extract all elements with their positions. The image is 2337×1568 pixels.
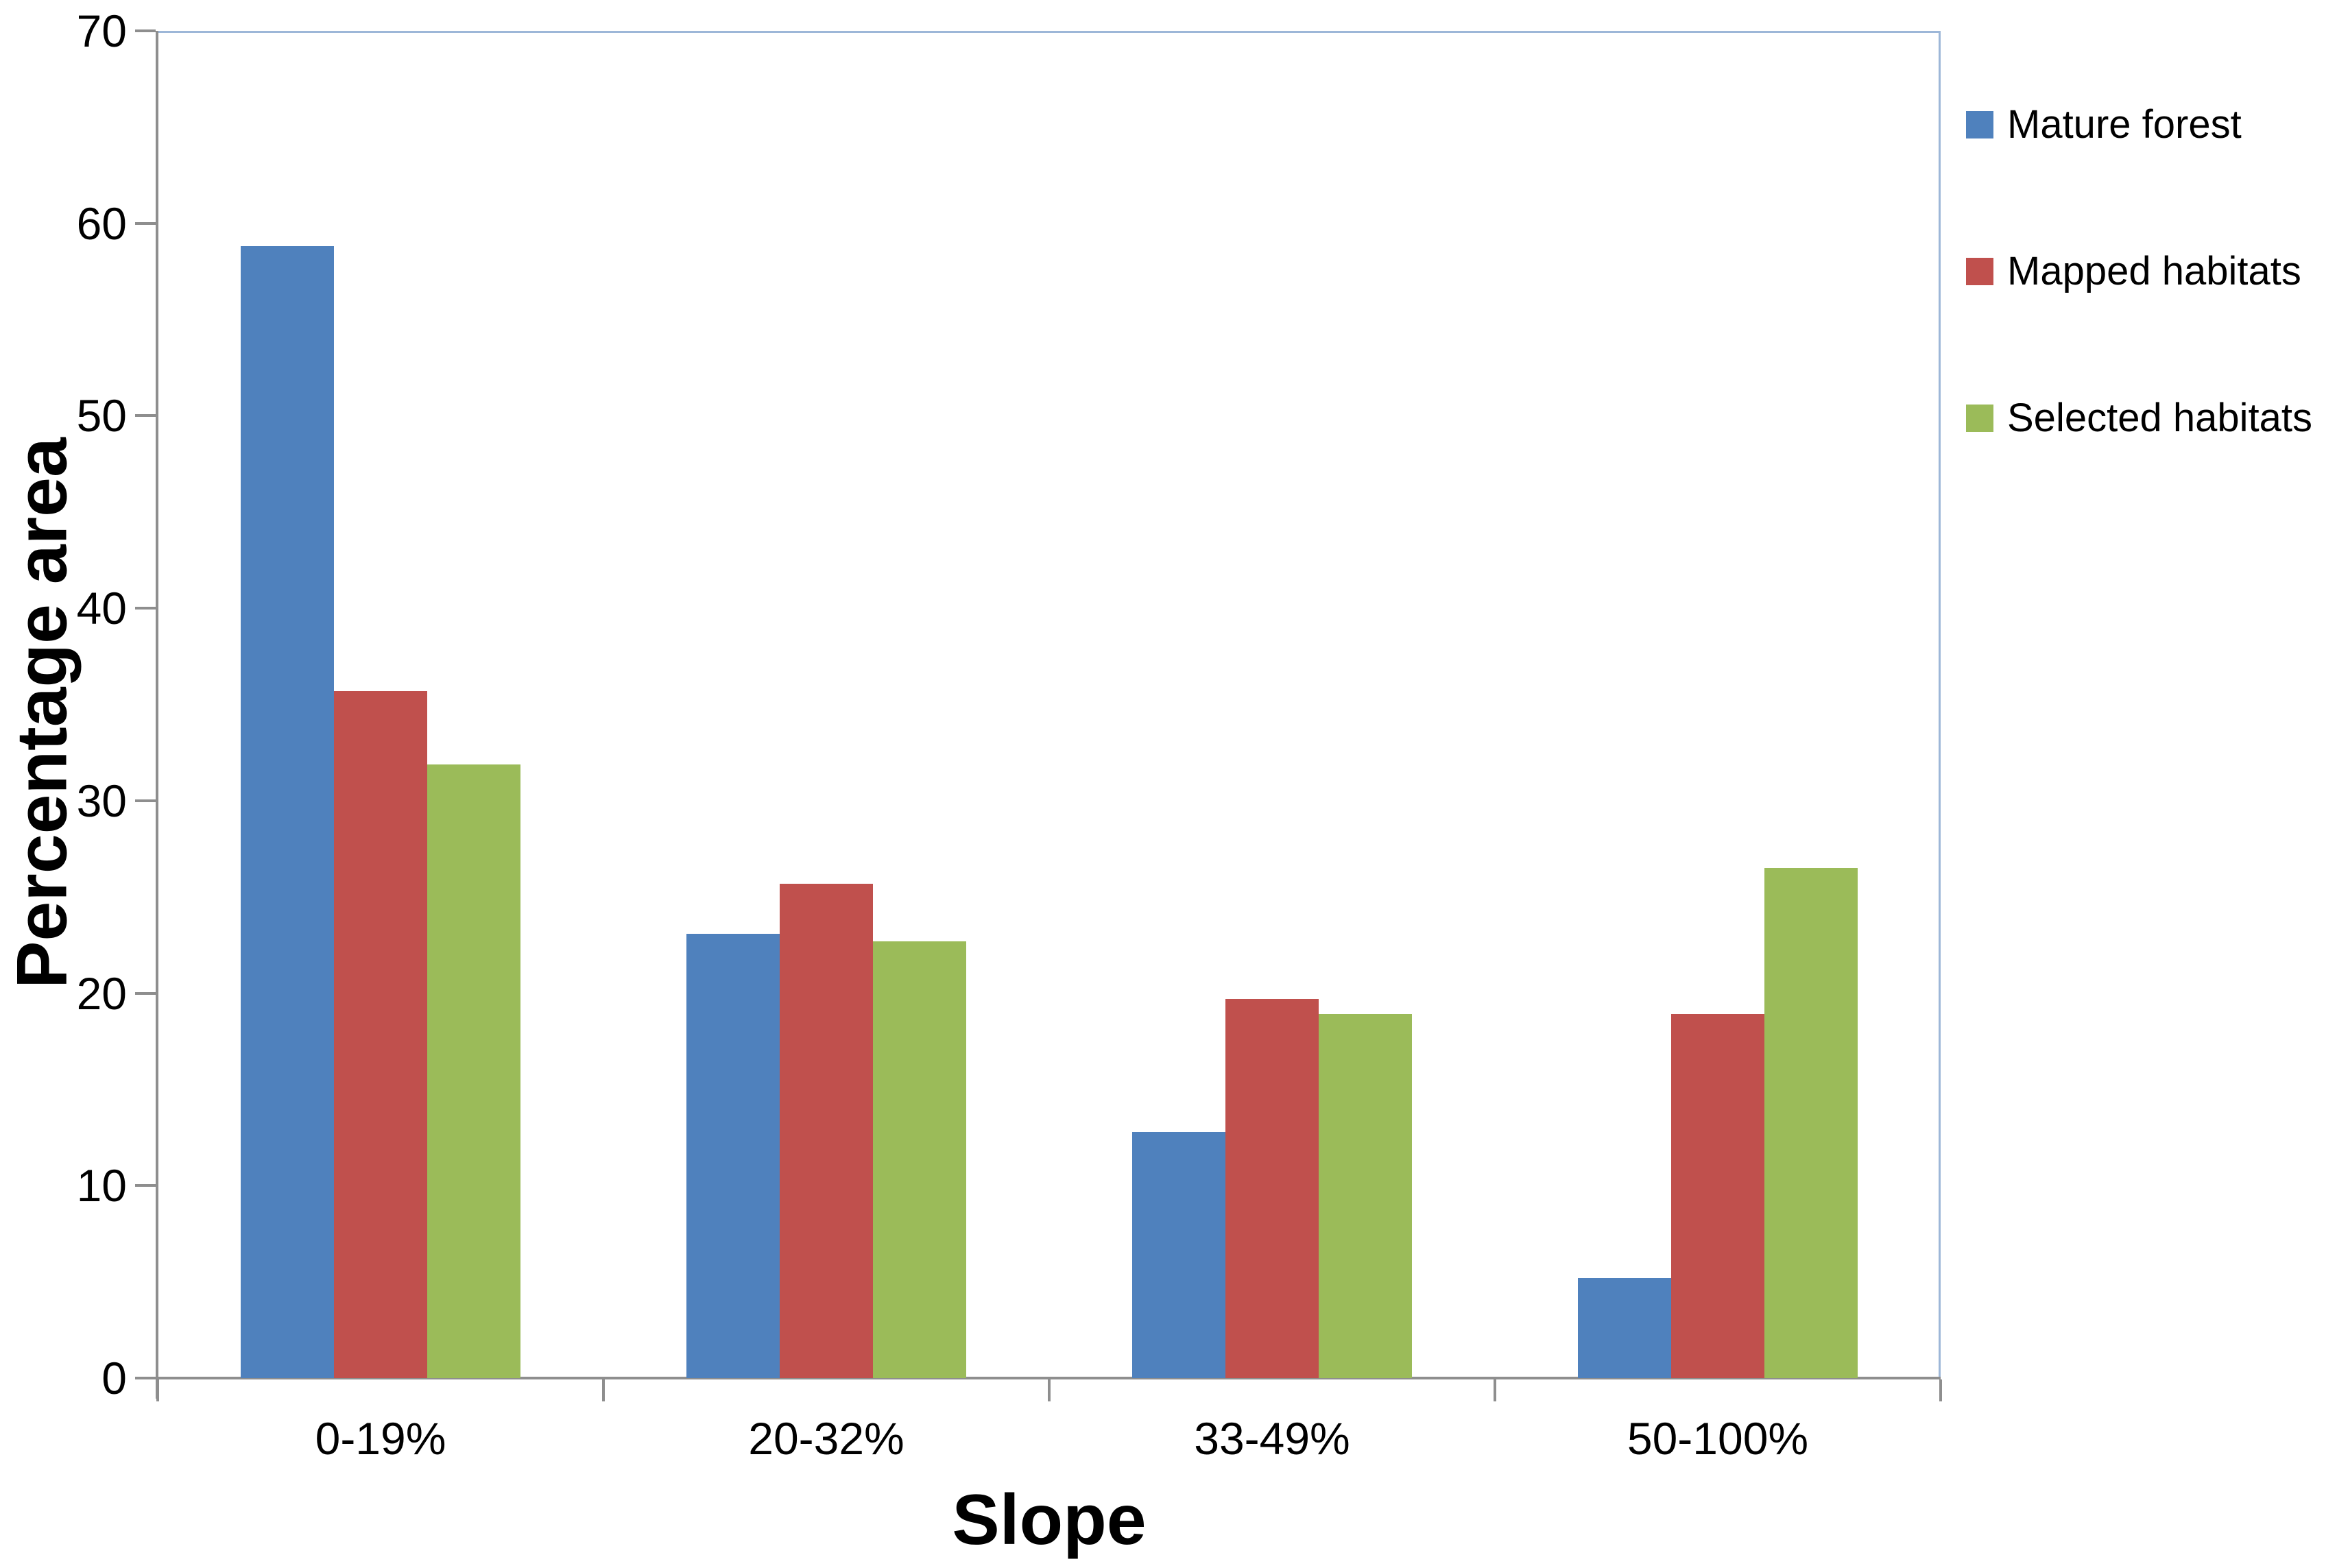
x-category-label: 33-49% [1194, 1413, 1350, 1464]
legend-swatch-icon [1966, 404, 1993, 432]
bar-mature-forest-20-32% [686, 933, 780, 1378]
bar-selected-habitats-0-19% [427, 764, 520, 1378]
bar-mapped-habitats-20-32% [780, 883, 873, 1378]
bar-mapped-habitats-0-19% [334, 690, 427, 1378]
bar-mapped-habitats-33-49% [1225, 998, 1319, 1378]
y-tick-mark [135, 607, 156, 610]
x-tick-mark [602, 1379, 605, 1401]
bar-selected-habitats-33-49% [1319, 1014, 1412, 1378]
legend-item: Mapped habitats [1966, 248, 2312, 294]
legend-swatch-icon [1966, 110, 1993, 138]
y-axis-title: Percentage area [2, 437, 82, 989]
x-axis-title: Slope [952, 1480, 1147, 1560]
y-tick-mark [135, 221, 156, 225]
x-tick-mark [1494, 1379, 1496, 1401]
bar-mature-forest-0-19% [241, 246, 334, 1378]
x-tick-mark [1048, 1379, 1051, 1401]
x-category-label: 50-100% [1627, 1413, 1809, 1464]
legend-label: Mature forest [2007, 102, 2242, 147]
y-tick-label: 40 [76, 583, 127, 634]
legend-swatch-icon [1966, 257, 1993, 285]
y-axis-line [156, 31, 158, 1399]
y-tick-label: 70 [76, 5, 127, 56]
bar-mapped-habitats-50-100% [1671, 1014, 1764, 1378]
y-tick-label: 0 [101, 1353, 127, 1403]
y-tick-label: 10 [76, 1160, 127, 1211]
legend: Mature forest Mapped habitats Selected hab… [1966, 101, 2312, 542]
bar-selected-habitats-20-32% [873, 941, 966, 1378]
y-tick-mark [135, 799, 156, 802]
bar-mature-forest-33-49% [1132, 1131, 1225, 1378]
y-tick-label: 30 [76, 775, 127, 826]
x-tick-mark [1939, 1379, 1942, 1401]
y-tick-label: 60 [76, 197, 127, 249]
x-category-label: 0-19% [315, 1413, 446, 1464]
x-tick-mark [156, 1379, 159, 1401]
legend-item: Mature forest [1966, 101, 2312, 147]
bar-selected-habitats-50-100% [1764, 868, 1858, 1378]
plot-area [158, 31, 1941, 1378]
y-tick-mark [135, 29, 156, 32]
x-category-label: 20-32% [748, 1413, 904, 1464]
legend-label: Selected habitats [2007, 396, 2312, 440]
legend-item: Selected habitats [1966, 395, 2312, 441]
y-tick-label: 20 [76, 967, 127, 1019]
y-tick-mark [135, 1377, 156, 1379]
legend-label: Mapped habitats [2007, 249, 2301, 293]
x-axis-line [158, 1377, 1941, 1379]
bar-mature-forest-50-100% [1578, 1278, 1671, 1378]
y-tick-mark [135, 1184, 156, 1187]
y-tick-label: 50 [76, 390, 127, 442]
y-tick-mark [135, 991, 156, 995]
y-tick-mark [135, 414, 156, 418]
